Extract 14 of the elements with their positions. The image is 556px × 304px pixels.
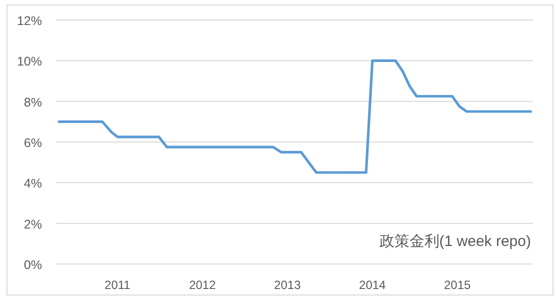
x-tick-label: 2014: [359, 278, 386, 292]
x-tick-label: 2011: [104, 278, 131, 292]
y-tick-label: 10%: [16, 54, 42, 69]
y-tick-label: 4%: [24, 176, 42, 191]
y-tick-label: 2%: [24, 217, 42, 232]
annotation: 政策金利(1 week repo): [379, 233, 531, 250]
y-tick-label: 0%: [24, 258, 42, 272]
line-series: [58, 59, 532, 174]
x-tick-label: 2015: [444, 278, 472, 292]
x-tick-label: 2012: [189, 278, 216, 292]
x-tick-label: 2013: [274, 278, 302, 292]
y-tick-label: 12%: [16, 14, 42, 28]
y-tick-label: 8%: [24, 95, 42, 110]
y-tick-label: 6%: [24, 136, 42, 150]
